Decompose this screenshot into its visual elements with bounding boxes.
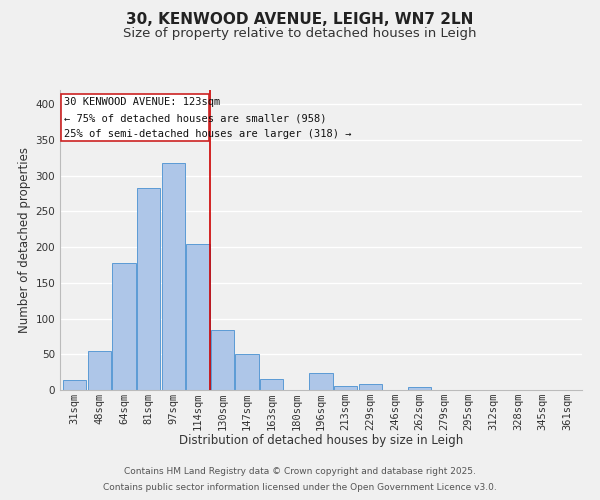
Text: Contains public sector information licensed under the Open Government Licence v3: Contains public sector information licen… xyxy=(103,483,497,492)
Bar xyxy=(260,378,283,390)
Text: ← 75% of detached houses are smaller (958): ← 75% of detached houses are smaller (95… xyxy=(64,114,326,124)
FancyBboxPatch shape xyxy=(61,94,209,142)
Bar xyxy=(63,380,86,390)
Bar xyxy=(408,387,431,390)
Bar xyxy=(211,330,234,390)
Text: 30, KENWOOD AVENUE, LEIGH, WN7 2LN: 30, KENWOOD AVENUE, LEIGH, WN7 2LN xyxy=(127,12,473,28)
Text: 25% of semi-detached houses are larger (318) →: 25% of semi-detached houses are larger (… xyxy=(64,129,352,139)
Text: 30 KENWOOD AVENUE: 123sqm: 30 KENWOOD AVENUE: 123sqm xyxy=(64,98,220,108)
Bar xyxy=(112,263,136,390)
Bar xyxy=(235,354,259,390)
Bar xyxy=(310,373,332,390)
Text: Contains HM Land Registry data © Crown copyright and database right 2025.: Contains HM Land Registry data © Crown c… xyxy=(124,467,476,476)
Bar xyxy=(334,386,358,390)
X-axis label: Distribution of detached houses by size in Leigh: Distribution of detached houses by size … xyxy=(179,434,463,448)
Bar xyxy=(161,163,185,390)
Bar xyxy=(137,188,160,390)
Bar xyxy=(359,384,382,390)
Y-axis label: Number of detached properties: Number of detached properties xyxy=(18,147,31,333)
Bar xyxy=(88,352,111,390)
Bar xyxy=(186,244,209,390)
Text: Size of property relative to detached houses in Leigh: Size of property relative to detached ho… xyxy=(123,28,477,40)
